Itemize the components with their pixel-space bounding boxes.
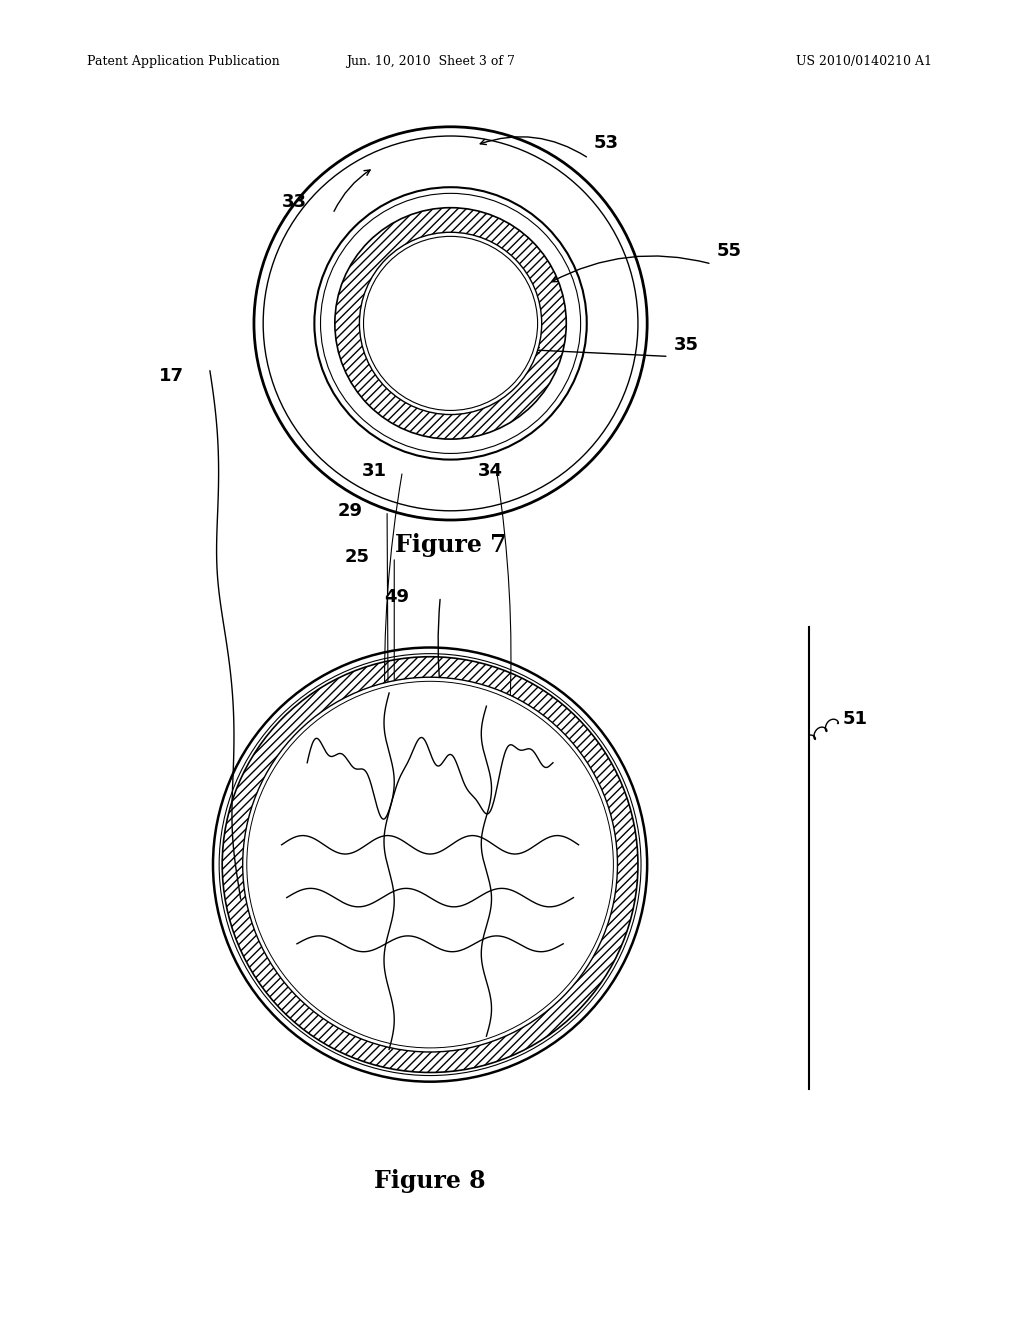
- Text: 55: 55: [717, 242, 741, 260]
- Text: 51: 51: [843, 710, 867, 729]
- Text: US 2010/0140210 A1: US 2010/0140210 A1: [796, 55, 932, 69]
- Text: Figure 8: Figure 8: [374, 1170, 486, 1193]
- Text: Figure 7: Figure 7: [394, 533, 507, 557]
- Text: 17: 17: [159, 367, 183, 385]
- Ellipse shape: [359, 232, 542, 414]
- Text: 29: 29: [338, 502, 362, 520]
- Text: 25: 25: [345, 548, 370, 566]
- Text: 33: 33: [282, 193, 306, 211]
- Text: 31: 31: [361, 462, 386, 480]
- Text: Patent Application Publication: Patent Application Publication: [87, 55, 280, 69]
- Text: 34: 34: [478, 462, 503, 480]
- Ellipse shape: [243, 677, 617, 1052]
- Text: 35: 35: [674, 335, 698, 354]
- Text: 53: 53: [594, 133, 618, 152]
- Text: 49: 49: [384, 587, 409, 606]
- Text: Jun. 10, 2010  Sheet 3 of 7: Jun. 10, 2010 Sheet 3 of 7: [346, 55, 514, 69]
